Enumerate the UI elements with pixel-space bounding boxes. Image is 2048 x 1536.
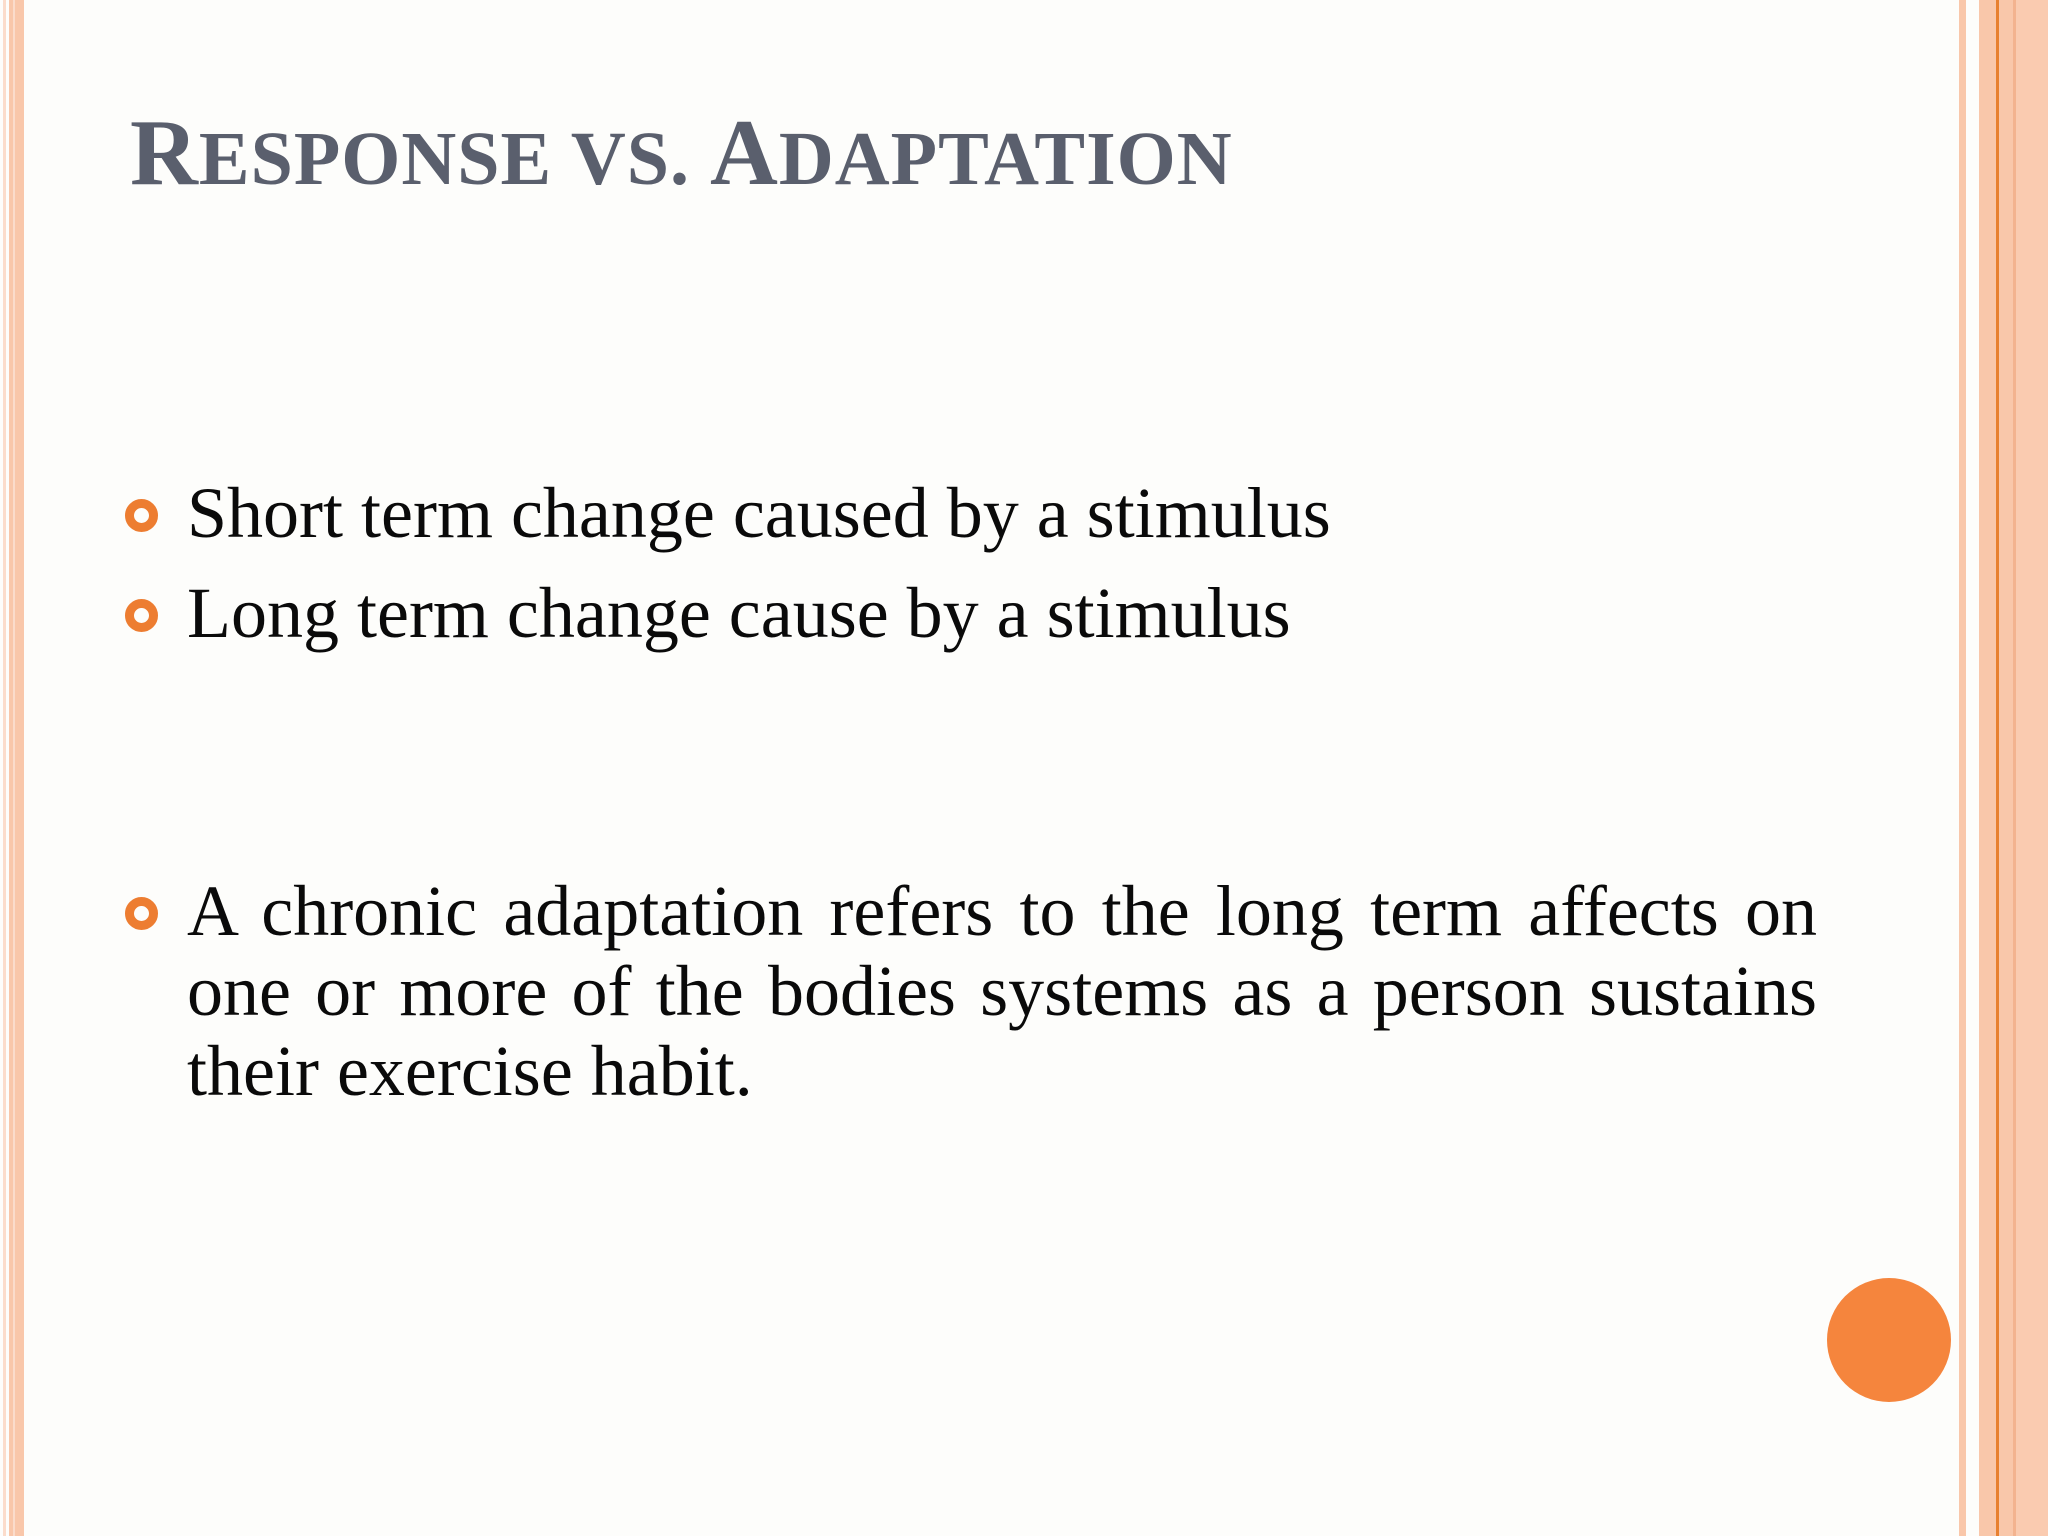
title-initial: R — [130, 101, 199, 205]
list-item: Long term change cause by a stimulus — [125, 573, 1817, 653]
title-initial: A — [710, 101, 779, 205]
title-text: DAPTATION — [778, 117, 1233, 201]
bullet-ring-icon — [125, 897, 158, 930]
border-stripe — [1979, 0, 1996, 1536]
border-stripe — [9, 0, 13, 1536]
border-stripe — [15, 0, 24, 1536]
bullet-text: Short term change caused by a stimulus — [187, 473, 1331, 553]
slide-title: RESPONSE VS. ADAPTATION — [130, 106, 1233, 200]
border-stripe — [3, 0, 6, 1536]
bullet-ring-icon — [125, 599, 158, 632]
paragraph-text: A chronic adaptation refers to the long … — [187, 871, 1817, 1111]
border-stripe — [1959, 0, 1966, 1536]
border-stripe — [2013, 0, 2016, 1536]
bullet-paragraph: A chronic adaptation refers to the long … — [125, 871, 1817, 1111]
border-accent-line — [1996, 0, 1999, 1536]
title-text: ESPONSE — [198, 117, 553, 201]
border-stripe — [2016, 0, 2048, 1536]
list-item: A chronic adaptation refers to the long … — [125, 871, 1817, 1111]
border-stripe — [1999, 0, 2013, 1536]
border-stripe — [13, 0, 15, 1536]
bullet-text: Long term change cause by a stimulus — [187, 573, 1291, 653]
accent-circle — [1827, 1278, 1951, 1402]
bullet-ring-icon — [125, 499, 158, 532]
title-separator: VS. — [552, 117, 711, 201]
list-item: Short term change caused by a stimulus — [125, 473, 1817, 553]
bullet-list: Short term change caused by a stimulus L… — [125, 473, 1817, 653]
